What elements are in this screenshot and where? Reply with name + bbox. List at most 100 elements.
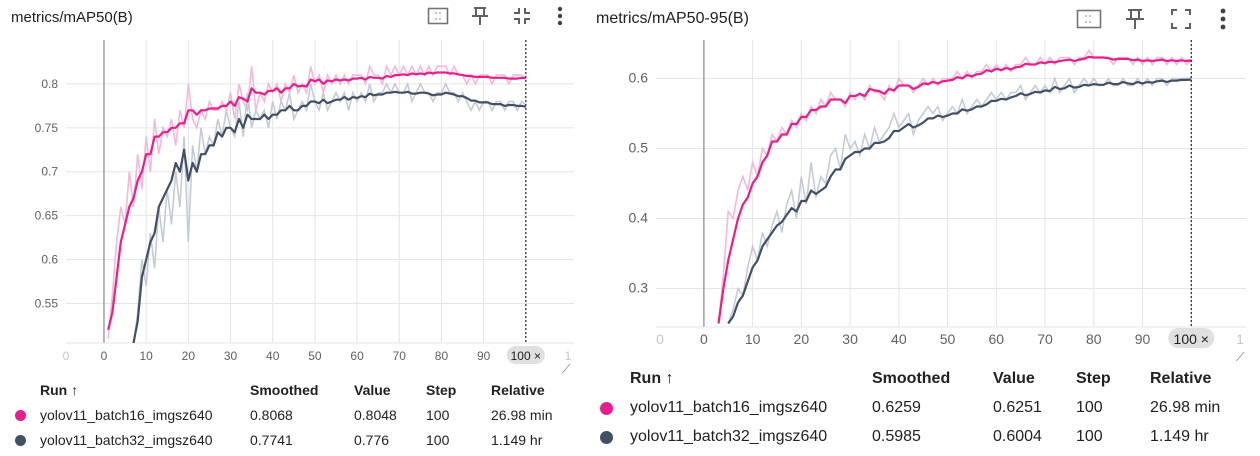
value-column-header: Value (354, 382, 391, 398)
line-chart-map50-95[interactable]: 0.3 0.4 0.5 0.6 0 0 10 20 30 40 50 60 70 80 90 1 100 × (590, 0, 1260, 370)
runs-table: Run ↑ Smoothed Value Step Relative yolov… (590, 366, 1260, 456)
x-tick-label: 50 (308, 349, 322, 363)
x-tick-label: 40 (891, 331, 907, 347)
y-tick-label: 0.55 (35, 296, 59, 310)
series-raw-line (717, 49, 1192, 324)
y-tick-label: 0.75 (35, 121, 59, 135)
line-chart-map50[interactable]: 0.55 0.6 0.65 0.7 0.75 0.8 0 0 10 20 30 40 50 60 70 80 9… (0, 0, 590, 380)
fit-domain-icon (427, 7, 449, 25)
series-group (107, 63, 527, 343)
x-tick-label: 70 (393, 349, 407, 363)
relative: 1.149 hr (491, 432, 543, 448)
fullscreen-button[interactable] (1166, 4, 1196, 34)
pin-icon (1126, 9, 1144, 29)
x-tick-label: 70 (1037, 331, 1053, 347)
y-tick-label: 0.6 (629, 70, 649, 86)
fit-domain-button[interactable] (424, 2, 452, 30)
chart-panel-map50-95: metrics/mAP50-95(B) 0.3 0.4 0.5 0.6 0 0 10 20 30… (590, 0, 1260, 456)
series-smoothed-line (727, 78, 1192, 325)
y-tick-label: 0.3 (629, 280, 649, 296)
fit-domain-button[interactable] (1074, 4, 1104, 34)
series-smoothed-line (132, 90, 527, 343)
x-tick-label: 60 (350, 349, 364, 363)
fullscreen-icon (514, 8, 530, 24)
panel-toolbar (424, 2, 572, 30)
step-chip[interactable]: 100 × (506, 346, 545, 364)
run-column-header[interactable]: Run ↑ (630, 370, 674, 387)
step-chip[interactable]: 100 × (1168, 328, 1215, 348)
series-smoothed-line (107, 71, 526, 331)
run-name: yolov11_batch32_imgsz640 (630, 428, 828, 445)
value: 0.6004 (993, 428, 1042, 445)
series-raw-line (727, 76, 1192, 324)
smoothed-column-header: Smoothed (250, 382, 319, 398)
x-tick-label: 90 (1135, 331, 1151, 347)
series-group (717, 49, 1192, 325)
x-tick-label: 30 (224, 349, 238, 363)
x-tick-label: 0 (101, 349, 108, 363)
y-tick-label: 0.8 (41, 77, 58, 91)
series-smoothed-line (717, 55, 1192, 324)
step: 100 (426, 432, 450, 448)
runs-table: Run ↑ Smoothed Value Step Relative yolov… (0, 376, 590, 456)
x-tick-label: 80 (1086, 331, 1102, 347)
x-tick-label: 0 (63, 349, 70, 363)
fullscreen-button[interactable] (508, 2, 536, 30)
smoothed-value: 0.8068 (250, 407, 293, 423)
step-chip-label: 100 × (511, 349, 541, 363)
smoothed-value: 0.7741 (250, 432, 293, 448)
run-name: yolov11_batch16_imgsz640 (630, 399, 828, 416)
panel-title: metrics/mAP50-95(B) (596, 10, 749, 27)
x-tick-label: 80 (435, 349, 449, 363)
smoothed-column-header: Smoothed (872, 370, 951, 387)
step-chip-bg (506, 346, 545, 364)
step: 100 (1076, 428, 1103, 445)
y-tick-label: 0.5 (629, 140, 649, 156)
step-chip-label: 100 × (1174, 331, 1209, 347)
x-tick-label: 60 (989, 331, 1005, 347)
pin-button[interactable] (1120, 4, 1150, 34)
run-name: yolov11_batch32_imgsz640 (40, 432, 213, 448)
pin-button[interactable] (466, 2, 494, 30)
x-tick-label: 20 (182, 349, 196, 363)
value: 0.6251 (993, 399, 1042, 416)
pin-icon (472, 7, 488, 25)
panel-toolbar (1074, 4, 1236, 34)
y-tick-label: 0.6 (41, 253, 58, 267)
step-column-header: Step (1076, 370, 1111, 387)
more-vert-icon (557, 6, 563, 26)
step: 100 (1076, 399, 1103, 416)
x-tick-label: 0 (700, 331, 708, 347)
x-tick-label: 50 (940, 331, 956, 347)
resize-handle[interactable]: ⟋ (562, 362, 571, 376)
relative-column-header: Relative (491, 382, 545, 398)
x-tick-label: 10 (745, 331, 761, 347)
smoothed-value: 0.5985 (872, 428, 921, 445)
x-tick-label: 10 (139, 349, 153, 363)
value: 0.776 (354, 432, 390, 448)
y-tick-label: 0.65 (35, 209, 59, 223)
x-tick-label: 20 (794, 331, 810, 347)
fullscreen-icon (1171, 9, 1191, 29)
x-tick-label: 0 (656, 331, 664, 347)
step-chip-bg (1168, 328, 1215, 348)
x-tick-label: 30 (842, 331, 858, 347)
run-column-header[interactable]: Run ↑ (40, 382, 79, 398)
more-vert-icon (1220, 8, 1226, 30)
resize-handle[interactable]: ⟋ (1236, 350, 1245, 364)
chart-panel-map50: metrics/mAP50(B) 0.55 0.6 0.65 0.7 0.75 0.8 0 0… (0, 0, 590, 456)
x-tick-label: 90 (477, 349, 491, 363)
more-options-button[interactable] (548, 2, 572, 30)
value-column-header: Value (993, 370, 1035, 387)
relative: 26.98 min (491, 407, 553, 423)
relative-column-header: Relative (1150, 370, 1212, 387)
relative: 26.98 min (1150, 399, 1221, 416)
smoothed-value: 0.6259 (872, 399, 921, 416)
step: 100 (426, 407, 450, 423)
run-name: yolov11_batch16_imgsz640 (40, 407, 213, 423)
value: 0.8048 (354, 407, 397, 423)
relative: 1.149 hr (1150, 428, 1209, 445)
panel-title: metrics/mAP50(B) (11, 9, 133, 26)
more-options-button[interactable] (1210, 4, 1236, 34)
x-tick-label: 1 (1236, 331, 1244, 347)
